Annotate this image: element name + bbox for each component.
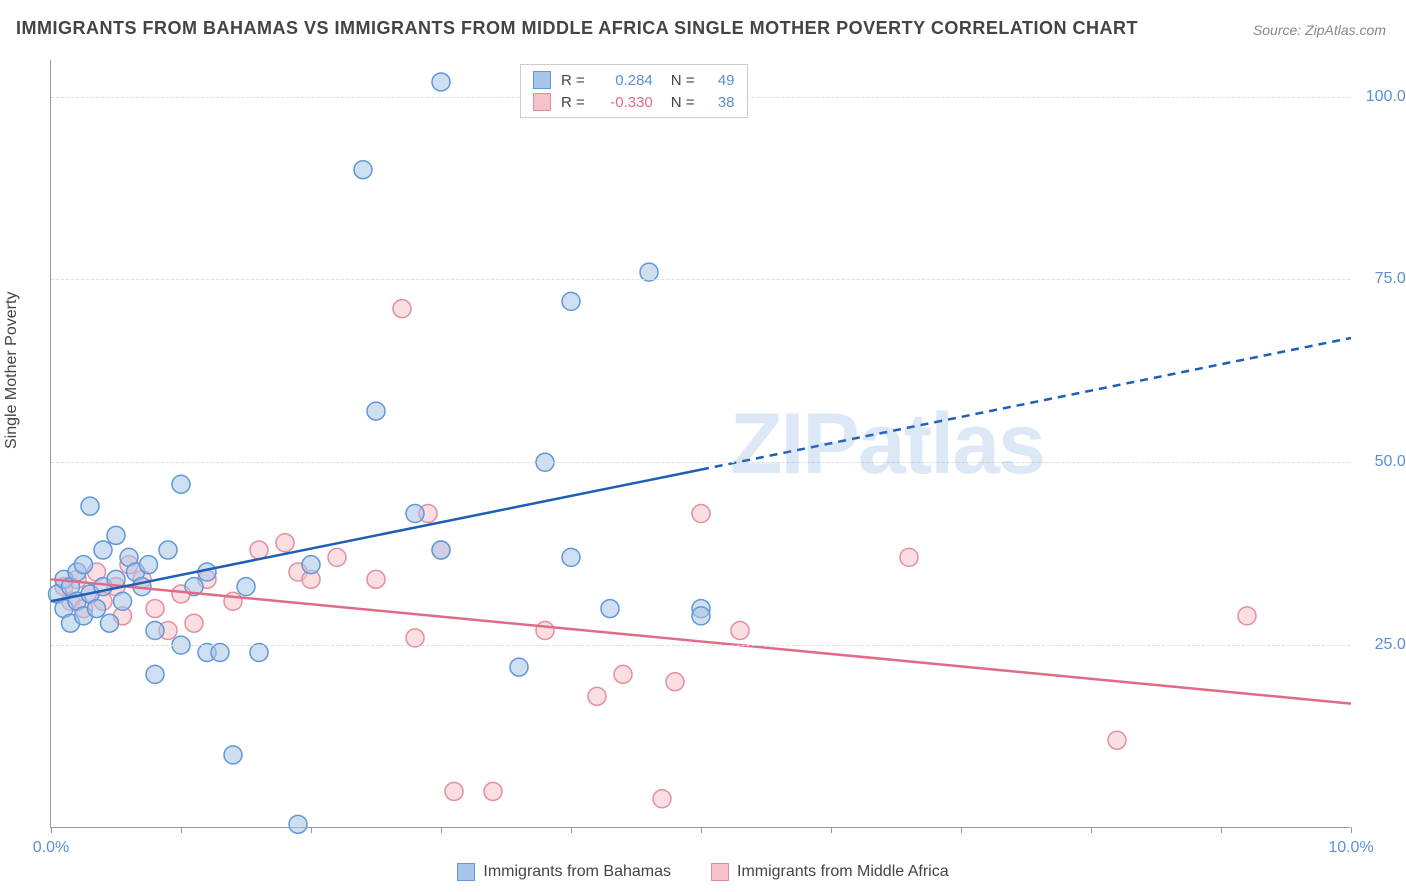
scatter-point bbox=[1238, 607, 1256, 625]
scatter-point bbox=[328, 548, 346, 566]
scatter-point bbox=[88, 600, 106, 618]
scatter-point bbox=[146, 622, 164, 640]
scatter-point bbox=[250, 643, 268, 661]
x-tick bbox=[1351, 827, 1352, 833]
scatter-point bbox=[900, 548, 918, 566]
legend-n-label: N = bbox=[671, 72, 695, 89]
scatter-point bbox=[289, 815, 307, 833]
chart-container: IMMIGRANTS FROM BAHAMAS VS IMMIGRANTS FR… bbox=[0, 0, 1406, 892]
scatter-point bbox=[562, 548, 580, 566]
scatter-point bbox=[445, 782, 463, 800]
scatter-point bbox=[250, 541, 268, 559]
scatter-point bbox=[1108, 731, 1126, 749]
chart-title: IMMIGRANTS FROM BAHAMAS VS IMMIGRANTS FR… bbox=[16, 18, 1138, 39]
plot-svg bbox=[51, 60, 1350, 827]
legend-swatch bbox=[711, 863, 729, 881]
gridline-h bbox=[51, 645, 1350, 646]
scatter-point bbox=[185, 614, 203, 632]
scatter-point bbox=[601, 600, 619, 618]
legend-swatch bbox=[533, 93, 551, 111]
scatter-point bbox=[81, 497, 99, 515]
bottom-legend-label: Immigrants from Bahamas bbox=[483, 863, 671, 881]
scatter-point bbox=[692, 607, 710, 625]
x-tick bbox=[1221, 827, 1222, 833]
scatter-point bbox=[484, 782, 502, 800]
scatter-point bbox=[140, 556, 158, 574]
bottom-legend: Immigrants from Bahamas Immigrants from M… bbox=[0, 863, 1406, 886]
legend-n-value: 38 bbox=[705, 94, 735, 111]
scatter-point bbox=[237, 578, 255, 596]
scatter-point bbox=[302, 556, 320, 574]
legend-swatch bbox=[457, 863, 475, 881]
legend-n-label: N = bbox=[671, 94, 695, 111]
scatter-point bbox=[354, 161, 372, 179]
x-tick bbox=[571, 827, 572, 833]
scatter-point bbox=[731, 622, 749, 640]
legend-stats-box: R = 0.284 N = 49 R = -0.330 N = 38 bbox=[520, 64, 748, 118]
y-tick-label: 75.0% bbox=[1360, 270, 1406, 288]
legend-r-label: R = bbox=[561, 94, 585, 111]
scatter-point bbox=[536, 622, 554, 640]
scatter-point bbox=[653, 790, 671, 808]
bottom-legend-label: Immigrants from Middle Africa bbox=[737, 863, 949, 881]
bottom-legend-item: Immigrants from Middle Africa bbox=[711, 863, 949, 881]
gridline-h bbox=[51, 279, 1350, 280]
x-tick bbox=[51, 827, 52, 833]
scatter-point bbox=[692, 504, 710, 522]
scatter-point bbox=[211, 643, 229, 661]
x-tick-label: 0.0% bbox=[33, 839, 69, 857]
x-tick bbox=[961, 827, 962, 833]
y-tick-label: 100.0% bbox=[1360, 88, 1406, 106]
y-tick-label: 25.0% bbox=[1360, 636, 1406, 654]
plot-area: 25.0%50.0%75.0%100.0%0.0%10.0% bbox=[50, 60, 1350, 828]
legend-swatch bbox=[533, 71, 551, 89]
y-tick-label: 50.0% bbox=[1360, 453, 1406, 471]
gridline-h bbox=[51, 462, 1350, 463]
scatter-point bbox=[114, 592, 132, 610]
scatter-point bbox=[146, 665, 164, 683]
trend-line-dashed bbox=[701, 338, 1351, 470]
scatter-point bbox=[101, 614, 119, 632]
x-tick bbox=[181, 827, 182, 833]
scatter-point bbox=[666, 673, 684, 691]
scatter-point bbox=[588, 687, 606, 705]
scatter-point bbox=[75, 556, 93, 574]
bottom-legend-item: Immigrants from Bahamas bbox=[457, 863, 671, 881]
y-axis-label: Single Mother Poverty bbox=[3, 292, 21, 449]
scatter-point bbox=[406, 629, 424, 647]
scatter-point bbox=[367, 402, 385, 420]
scatter-point bbox=[159, 541, 177, 559]
x-tick bbox=[831, 827, 832, 833]
scatter-point bbox=[406, 504, 424, 522]
scatter-point bbox=[614, 665, 632, 683]
scatter-point bbox=[276, 534, 294, 552]
legend-r-label: R = bbox=[561, 72, 585, 89]
legend-r-value: 0.284 bbox=[595, 72, 653, 89]
legend-stats-row: R = -0.330 N = 38 bbox=[533, 91, 735, 113]
scatter-point bbox=[640, 263, 658, 281]
x-tick bbox=[441, 827, 442, 833]
x-tick-label: 10.0% bbox=[1328, 839, 1373, 857]
scatter-point bbox=[432, 73, 450, 91]
scatter-point bbox=[94, 541, 112, 559]
source-attribution: Source: ZipAtlas.com bbox=[1253, 22, 1386, 38]
scatter-point bbox=[562, 292, 580, 310]
trend-line-solid bbox=[51, 579, 1351, 703]
scatter-point bbox=[432, 541, 450, 559]
x-tick bbox=[1091, 827, 1092, 833]
x-tick bbox=[311, 827, 312, 833]
x-tick bbox=[701, 827, 702, 833]
scatter-point bbox=[224, 746, 242, 764]
legend-n-value: 49 bbox=[705, 72, 735, 89]
scatter-point bbox=[146, 600, 164, 618]
legend-r-value: -0.330 bbox=[595, 94, 653, 111]
scatter-point bbox=[367, 570, 385, 588]
scatter-point bbox=[393, 300, 411, 318]
scatter-point bbox=[172, 475, 190, 493]
scatter-point bbox=[510, 658, 528, 676]
legend-stats-row: R = 0.284 N = 49 bbox=[533, 69, 735, 91]
scatter-point bbox=[107, 526, 125, 544]
